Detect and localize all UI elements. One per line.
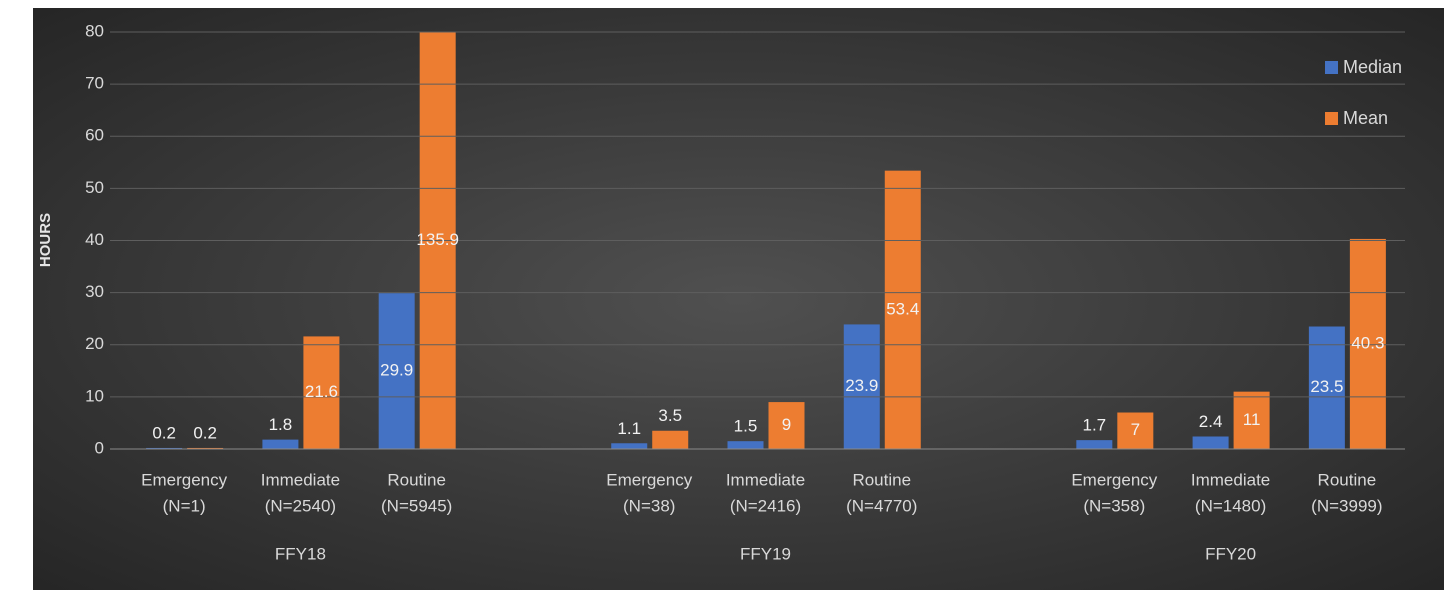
data-label: 53.4 bbox=[886, 299, 919, 318]
bar bbox=[262, 439, 299, 449]
bar bbox=[884, 170, 921, 449]
x-tick-label: (N=1480) bbox=[1195, 496, 1266, 515]
y-tick-label: 60 bbox=[85, 126, 104, 145]
data-label: 11 bbox=[1243, 410, 1261, 429]
y-tick-label: 30 bbox=[85, 282, 104, 301]
y-axis-label: HOURS bbox=[37, 213, 54, 267]
x-tick-label: Routine bbox=[852, 470, 911, 489]
data-label: 23.9 bbox=[845, 376, 878, 395]
data-label: 0.2 bbox=[193, 423, 217, 442]
y-tick-label: 80 bbox=[85, 21, 104, 40]
bar bbox=[146, 447, 183, 449]
group-label: FFY19 bbox=[740, 544, 791, 563]
data-label: 0.2 bbox=[152, 423, 176, 442]
bar bbox=[1308, 326, 1345, 449]
data-label: 23.5 bbox=[1310, 377, 1343, 396]
x-tick-label: Routine bbox=[387, 470, 446, 489]
data-label: 1.8 bbox=[269, 415, 293, 434]
data-label: 29.9 bbox=[380, 361, 413, 380]
x-tick-label: Emergency bbox=[1071, 470, 1157, 489]
data-label: 1.5 bbox=[734, 417, 758, 436]
data-label: 9 bbox=[782, 415, 791, 434]
y-tick-label: 20 bbox=[85, 334, 104, 353]
x-tick-label: (N=2416) bbox=[730, 496, 801, 515]
data-label: 3.5 bbox=[658, 406, 682, 425]
legend-swatch bbox=[1325, 112, 1338, 125]
data-label: 1.7 bbox=[1082, 416, 1106, 435]
bar bbox=[187, 447, 224, 449]
bar bbox=[378, 293, 415, 449]
bar bbox=[727, 441, 764, 449]
x-tick-label: (N=5945) bbox=[381, 496, 452, 515]
group-label: FFY18 bbox=[275, 544, 326, 563]
y-tick-label: 0 bbox=[95, 438, 104, 457]
bar bbox=[303, 336, 340, 449]
data-label: 2.4 bbox=[1199, 412, 1223, 431]
data-label: 40.3 bbox=[1351, 333, 1384, 352]
bar bbox=[1192, 436, 1229, 449]
bar bbox=[768, 402, 805, 449]
data-label: 7 bbox=[1131, 420, 1140, 439]
group-label: FFY20 bbox=[1205, 544, 1256, 563]
y-tick-label: 70 bbox=[85, 74, 104, 93]
x-tick-label: Emergency bbox=[141, 470, 227, 489]
data-label: 1.1 bbox=[617, 419, 641, 438]
y-tick-label: 40 bbox=[85, 230, 104, 249]
x-tick-label: Immediate bbox=[1191, 470, 1270, 489]
data-label: 135.9 bbox=[416, 230, 459, 249]
bar bbox=[1076, 440, 1113, 449]
bar bbox=[611, 443, 648, 449]
legend-label: Mean bbox=[1343, 108, 1388, 128]
x-tick-label: (N=38) bbox=[623, 496, 675, 515]
bar bbox=[1349, 238, 1386, 449]
legend-label: Median bbox=[1343, 57, 1402, 77]
bar bbox=[1117, 412, 1154, 449]
legend-swatch bbox=[1325, 61, 1338, 74]
x-tick-label: Immediate bbox=[726, 470, 805, 489]
chart-background bbox=[33, 8, 1444, 590]
x-tick-label: (N=358) bbox=[1083, 496, 1145, 515]
x-tick-label: (N=3999) bbox=[1311, 496, 1382, 515]
bar bbox=[419, 32, 456, 449]
y-tick-label: 10 bbox=[85, 386, 104, 405]
x-tick-label: Routine bbox=[1318, 470, 1377, 489]
x-tick-label: (N=4770) bbox=[846, 496, 917, 515]
bar bbox=[1233, 391, 1270, 449]
data-label: 21.6 bbox=[305, 382, 338, 401]
x-tick-label: (N=2540) bbox=[265, 496, 336, 515]
x-tick-label: Immediate bbox=[261, 470, 340, 489]
y-tick-label: 50 bbox=[85, 178, 104, 197]
bar bbox=[652, 430, 689, 449]
x-tick-label: Emergency bbox=[606, 470, 692, 489]
x-tick-label: (N=1) bbox=[163, 496, 206, 515]
